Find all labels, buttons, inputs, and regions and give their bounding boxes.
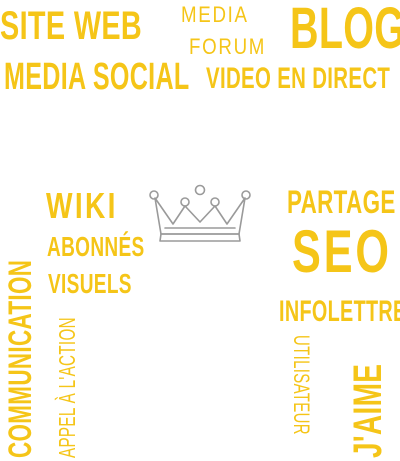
crown-jewel-left xyxy=(149,190,159,200)
word-communication: COMMUNICATION xyxy=(2,259,38,458)
crown-jewel-mid-left xyxy=(180,197,190,207)
word-abonnes: ABONNÉS xyxy=(47,231,145,262)
word-visuels: VISUELS xyxy=(48,268,132,299)
word-video-direct: VIDEO EN DIRECT xyxy=(206,62,391,95)
crown-jewel-mid-right xyxy=(210,197,220,207)
word-media: MEDIA xyxy=(181,2,249,27)
word-site-web: SITE WEB xyxy=(0,4,143,48)
word-forum: FORUM xyxy=(189,34,267,59)
crown-jewel-center xyxy=(194,184,206,196)
word-utilisateur: UTILISATEUR xyxy=(289,335,314,435)
word-partage: PARTAGE xyxy=(287,184,396,220)
word-media-social: MEDIA SOCIAL xyxy=(4,56,190,98)
word-wiki: WIKI xyxy=(46,185,118,226)
crown-jewel-right xyxy=(241,190,251,200)
crown-outline xyxy=(149,184,251,242)
word-appel-a-laction: APPEL À L'ACTION xyxy=(54,317,80,458)
word-seo: SEO xyxy=(292,218,392,285)
crown-icon xyxy=(149,184,251,242)
word-infolettre: INFOLETTRE xyxy=(279,295,400,328)
word-jaime: J'AIME xyxy=(346,363,390,458)
word-blog: BLOG xyxy=(290,0,400,61)
crown-band xyxy=(159,233,241,242)
